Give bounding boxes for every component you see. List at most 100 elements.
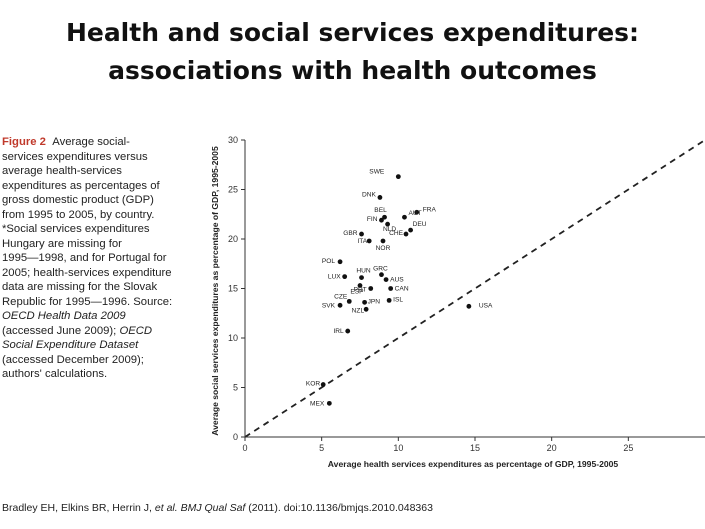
x-tick-label: 0 bbox=[242, 443, 247, 453]
data-point-nor bbox=[380, 238, 386, 244]
caption-source-2a: OECD bbox=[119, 324, 153, 337]
y-axis-label: Average social services expenditures as … bbox=[210, 146, 220, 436]
y-tick-label: 30 bbox=[228, 135, 238, 145]
data-point-label-che: CHE bbox=[389, 230, 404, 237]
data-point-label-bel: BEL bbox=[374, 207, 387, 214]
data-point-label-mex: MEX bbox=[310, 400, 325, 407]
data-point-label-irl: IRL bbox=[333, 328, 344, 335]
data-point-usa bbox=[466, 303, 472, 309]
data-point-svk bbox=[337, 302, 343, 308]
y-tick-label: 20 bbox=[228, 234, 238, 244]
data-point-cze bbox=[346, 298, 352, 304]
data-point-ita bbox=[366, 238, 372, 244]
data-point-swe bbox=[395, 174, 401, 180]
data-point-che bbox=[403, 231, 409, 237]
data-point-pol bbox=[337, 259, 343, 265]
data-point-fra bbox=[414, 209, 420, 215]
data-point-nld bbox=[385, 221, 390, 227]
data-point-nzl bbox=[363, 306, 369, 312]
caption-line: services expenditures versus bbox=[2, 150, 148, 163]
slide-title-line-1: Health and social services expenditures: bbox=[65, 18, 640, 47]
data-point-grc bbox=[379, 272, 384, 278]
data-point-label-nor: NOR bbox=[376, 245, 391, 252]
data-point-label-gbr: GBR bbox=[343, 230, 358, 237]
x-axis-label: Average health services expenditures as … bbox=[328, 459, 619, 469]
data-point-bel bbox=[382, 214, 387, 220]
figure-caption: Figure 2 Average social- services expend… bbox=[2, 135, 184, 382]
caption-line: authors' calculations. bbox=[2, 368, 108, 380]
x-tick-label: 15 bbox=[470, 443, 480, 453]
data-point-jpn bbox=[362, 299, 367, 305]
caption-line: 2005; health-services expenditure bbox=[2, 266, 172, 279]
data-point-deu bbox=[408, 227, 413, 233]
data-point-label-esp: ESP bbox=[350, 289, 364, 296]
figure-label: Figure 2 bbox=[2, 136, 46, 148]
data-point-label-nzl: NZL bbox=[352, 307, 365, 314]
data-point-label-jpn: JPN bbox=[368, 298, 381, 305]
x-tick-label: 25 bbox=[623, 443, 633, 453]
data-point-label-cze: CZE bbox=[334, 293, 348, 300]
data-point-label-aus: AUS bbox=[390, 277, 404, 284]
data-point-label-swe: SWE bbox=[369, 169, 385, 176]
data-point-label-dnk: DNK bbox=[362, 191, 377, 198]
data-point-label-lux: LUX bbox=[328, 274, 341, 281]
reference-line-y-equals-x bbox=[244, 139, 705, 438]
caption-line: (accessed June 2009); OECD bbox=[2, 324, 184, 339]
data-point-label-kor: KOR bbox=[306, 381, 321, 388]
caption-line: 1995—1998, and for Portugal for bbox=[2, 252, 167, 264]
data-point-mex bbox=[326, 400, 332, 406]
data-point-label-ita: ITA bbox=[357, 238, 367, 245]
caption-line-rest: Average social- bbox=[52, 136, 130, 148]
caption-line: Republic for 1995—1996. Source: bbox=[2, 295, 173, 308]
caption-source-1: OECD Health Data 2009 bbox=[2, 310, 126, 322]
caption-line: average health-services bbox=[2, 165, 122, 177]
data-point-gbr bbox=[359, 231, 364, 237]
data-point-esp bbox=[357, 283, 363, 288]
slide-title-line-2: associations with health outcomes bbox=[108, 56, 597, 85]
caption-source-2b: Social Expenditure Dataset bbox=[2, 339, 139, 351]
data-point-aut bbox=[402, 214, 407, 220]
data-point-label-pol: POL bbox=[322, 258, 336, 265]
data-point-label-aut: AUT bbox=[408, 210, 421, 217]
y-tick-label: 15 bbox=[228, 284, 238, 294]
data-point-hun bbox=[359, 275, 364, 281]
caption-line: gross domestic product (GDP) bbox=[2, 194, 154, 206]
data-point-isl bbox=[386, 297, 392, 303]
caption-line: (accessed December 2009); bbox=[2, 353, 144, 366]
caption-line: expenditures as percentages of bbox=[2, 179, 160, 192]
citation-rest: (2011). doi:10.1136/bmjqs.2010.048363 bbox=[248, 502, 433, 514]
data-point-label-grc: GRC bbox=[373, 266, 388, 273]
data-point-label-nld: NLD bbox=[383, 226, 396, 233]
data-point-lux bbox=[342, 274, 348, 280]
y-tick-label: 25 bbox=[228, 185, 238, 195]
data-point-label-fin: FIN bbox=[367, 216, 378, 223]
data-point-dnk bbox=[377, 195, 383, 200]
data-point-label-can: CAN bbox=[395, 286, 409, 293]
x-tick-label: 20 bbox=[547, 443, 557, 453]
reference-line-group bbox=[244, 139, 705, 438]
data-point-label-fra: FRA bbox=[423, 206, 437, 213]
y-tick-label: 5 bbox=[233, 383, 238, 393]
y-tick-label: 10 bbox=[228, 333, 238, 343]
caption-source-1-after: (accessed June 2009); bbox=[2, 324, 117, 337]
slide-title: Health and social services expenditures:… bbox=[0, 14, 705, 90]
data-point-can bbox=[388, 286, 394, 291]
data-point-label-deu: DEU bbox=[413, 221, 427, 228]
data-point-label-svk: SVK bbox=[322, 302, 336, 309]
data-point-aus bbox=[383, 277, 389, 282]
data-point-label-prt: PRT bbox=[354, 287, 367, 294]
data-point-label-isl: ISL bbox=[393, 296, 403, 303]
citation: Bradley EH, Elkins BR, Herrin J, et al. … bbox=[2, 502, 702, 514]
caption-line: data are missing for the Slovak bbox=[2, 281, 158, 293]
x-tick-label: 5 bbox=[319, 443, 324, 453]
data-point-prt bbox=[368, 286, 374, 291]
caption-line: *Social services expenditures bbox=[2, 223, 150, 235]
caption-line: Figure 2 Average social- bbox=[2, 135, 184, 150]
citation-journal: et al. BMJ Qual Saf bbox=[154, 502, 246, 514]
caption-line: from 1995 to 2005, by country. bbox=[2, 208, 155, 221]
data-point-label-hun: HUN bbox=[356, 268, 371, 275]
data-point-irl bbox=[345, 328, 351, 334]
y-tick-label: 0 bbox=[233, 432, 238, 442]
